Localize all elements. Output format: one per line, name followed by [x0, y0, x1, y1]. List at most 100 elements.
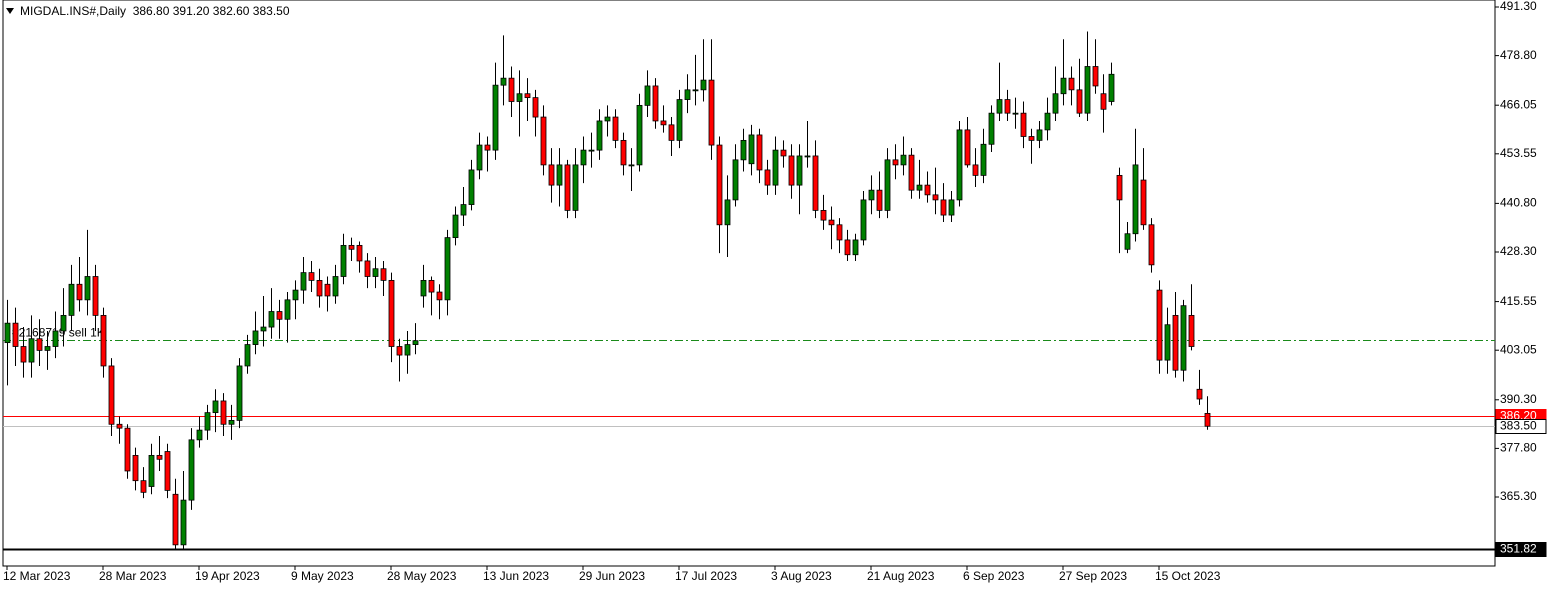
candle-body [1076, 89, 1083, 114]
candle-body [340, 244, 347, 277]
candle-body [916, 184, 923, 191]
candle-body [228, 419, 235, 425]
x-tick-label: 17 Jul 2023 [675, 569, 737, 583]
candle-body [164, 451, 171, 491]
candle-body [188, 439, 195, 501]
candle-body [748, 134, 755, 165]
candle-body [972, 164, 979, 176]
candle-body [92, 276, 99, 316]
price-tag [1495, 542, 1547, 557]
price-tag [1495, 419, 1547, 434]
y-tick-label: 403.05 [1500, 342, 1537, 356]
candle-body [620, 139, 627, 166]
candle-body [20, 346, 27, 363]
candle-body [572, 164, 579, 211]
candle-body [556, 164, 563, 186]
candle-body [524, 93, 531, 99]
candle-body [508, 77, 515, 102]
x-tick-label: 13 Jun 2023 [483, 569, 549, 583]
candle-body [1004, 99, 1011, 114]
candle-body [348, 244, 355, 250]
candle-body [1068, 77, 1075, 91]
candle-body [196, 429, 203, 441]
candle-body [1036, 129, 1043, 141]
candle-body [828, 219, 835, 226]
candle-body [396, 346, 403, 356]
candle-body [260, 326, 267, 332]
candle-body [132, 454, 139, 482]
candle-body [252, 330, 259, 345]
candle-body [476, 144, 483, 171]
candle-body [644, 85, 651, 106]
candle-body [924, 184, 931, 196]
candle-body [732, 159, 739, 201]
candle-body [28, 338, 35, 363]
chart-title: MIGDAL.INS#,Daily 386.80 391.20 382.60 3… [20, 4, 290, 18]
candle-body [668, 124, 675, 141]
candle-body [436, 291, 443, 301]
candle-body [52, 330, 59, 347]
x-tick-label: 3 Aug 2023 [771, 569, 832, 583]
candle-body [740, 139, 747, 161]
candle-body [364, 260, 371, 277]
candle-body [212, 400, 219, 414]
candle-body [788, 155, 795, 186]
candle-body [244, 344, 251, 367]
candle-body [1124, 233, 1131, 250]
candle-body [532, 97, 539, 118]
candle-body [404, 344, 411, 356]
candle-body [1116, 174, 1123, 201]
x-tick-label: 15 Oct 2023 [1155, 569, 1221, 583]
x-tick-label: 28 Mar 2023 [99, 569, 167, 583]
candle-body [100, 314, 107, 367]
candle-body [380, 268, 387, 281]
y-tick-label: 377.80 [1500, 441, 1537, 455]
candle-body [604, 116, 611, 122]
candle-body [1084, 66, 1091, 114]
candle-body [948, 199, 955, 216]
candle-body [412, 340, 419, 345]
candle-body [204, 412, 211, 431]
candle-body [116, 423, 123, 429]
candle-body [836, 224, 843, 241]
candle-body [36, 338, 43, 351]
candle-body [1196, 388, 1203, 400]
candle-body [852, 239, 859, 256]
candle-body [812, 155, 819, 211]
x-tick-label: 6 Sep 2023 [963, 569, 1025, 583]
candle-body [540, 116, 547, 166]
candle-body [284, 299, 291, 320]
y-tick-label: 365.30 [1500, 489, 1537, 503]
y-tick-label: 491.30 [1500, 0, 1537, 13]
candle-body [652, 85, 659, 122]
candle-body [548, 164, 555, 186]
candle-body [844, 239, 851, 256]
candle-body [156, 454, 163, 460]
candle-body [1164, 324, 1171, 361]
candle-body [988, 112, 995, 145]
candle-body [68, 283, 75, 316]
candle-body [868, 189, 875, 201]
x-tick-label: 12 Mar 2023 [3, 569, 71, 583]
candle-body [292, 289, 299, 301]
candle-body [580, 149, 587, 166]
candle-body [708, 79, 715, 146]
candle-body [804, 155, 811, 158]
candle-body [636, 104, 643, 166]
menu-arrow[interactable] [6, 8, 14, 14]
candle-body [60, 314, 67, 332]
candle-body [564, 164, 571, 211]
candle-body [140, 480, 147, 493]
candle-body [268, 311, 275, 328]
x-tick-label: 21 Aug 2023 [867, 569, 935, 583]
candle-body [180, 499, 187, 546]
candle-body [84, 276, 91, 301]
candle-body [1100, 93, 1107, 110]
candle-body [724, 199, 731, 226]
candle-body [1172, 314, 1179, 371]
candle-body [612, 116, 619, 141]
candle-body [772, 149, 779, 186]
candle-body [300, 272, 307, 291]
candle-body [468, 169, 475, 205]
